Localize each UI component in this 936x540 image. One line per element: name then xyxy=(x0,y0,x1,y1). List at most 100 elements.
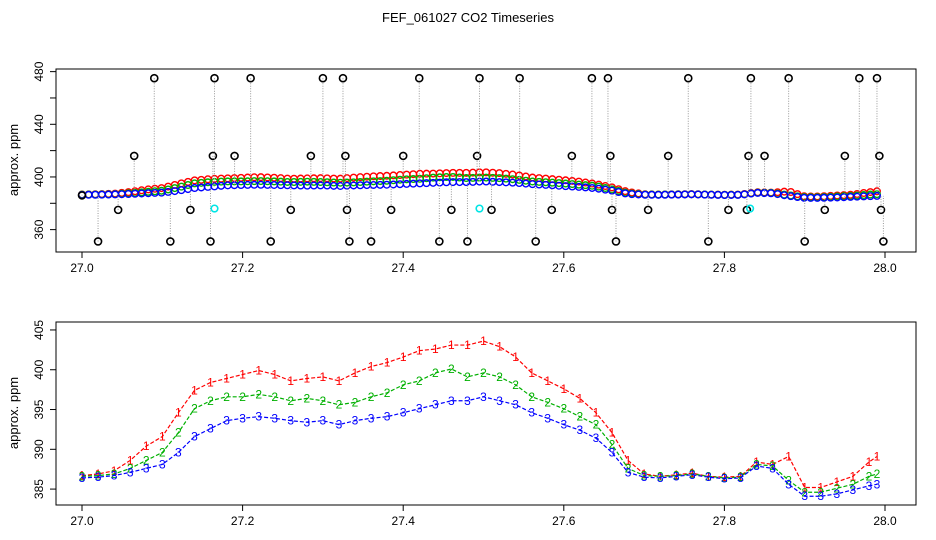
series-1-point: 1 xyxy=(528,366,535,380)
spike-point xyxy=(607,205,617,215)
spike-point xyxy=(286,205,296,215)
series-2-point: 2 xyxy=(207,394,214,408)
spike-point xyxy=(515,73,524,83)
series-1-point: 1 xyxy=(320,370,327,384)
series-2-point: 2 xyxy=(255,387,262,401)
series-1-point: 1 xyxy=(416,344,423,358)
series-3-point: 3 xyxy=(512,398,519,412)
figure-title: FEF_061027 CO2 Timeseries xyxy=(382,10,554,25)
series-3-point: 3 xyxy=(175,445,182,459)
series-2-point: 2 xyxy=(850,477,857,491)
spike-point xyxy=(129,151,139,161)
series-2-point: 2 xyxy=(512,378,519,392)
spike-point xyxy=(186,205,195,215)
spike-point xyxy=(246,73,255,83)
series-1-point: 1 xyxy=(769,457,776,471)
spike-point xyxy=(487,205,496,215)
bottom-chart: approx. ppm 27.0 27.2 27.4 27.6 27.8 28.0 385… xyxy=(6,320,917,528)
spike-point xyxy=(840,151,850,161)
series-1-point: 1 xyxy=(753,455,760,469)
series-1-point: 1 xyxy=(255,364,262,378)
top-y-tick-label: 440 xyxy=(32,114,46,134)
series-1-point: 1 xyxy=(673,468,680,482)
spike-point xyxy=(875,151,884,161)
top-x-tick-label: 27.2 xyxy=(231,261,255,275)
series-3-point: 3 xyxy=(737,471,744,485)
series-3-point: 3 xyxy=(496,394,503,408)
series-1-point: 1 xyxy=(400,350,407,364)
spike-point xyxy=(879,237,888,246)
series-1-point: 1 xyxy=(496,340,503,354)
series-2-point: 2 xyxy=(336,398,343,412)
series-2-point: 2 xyxy=(721,471,728,485)
spike-point xyxy=(447,205,456,215)
top-plot-frame xyxy=(55,68,917,253)
series-3-point: 3 xyxy=(432,398,439,412)
series-1-point: 1 xyxy=(303,371,310,385)
series-2-point: 2 xyxy=(127,461,134,475)
series-1-point: 1 xyxy=(512,350,519,364)
series-1-point: 1 xyxy=(689,466,696,480)
series-3-point: 3 xyxy=(239,411,246,425)
series-2-point: 2 xyxy=(464,370,471,384)
spike-point xyxy=(587,73,597,83)
series-2-point: 2 xyxy=(817,485,824,499)
series-3-point: 3 xyxy=(207,422,214,436)
spike-point xyxy=(341,151,350,161)
series-3-point: 3 xyxy=(753,459,760,473)
spike-point xyxy=(820,205,830,215)
series-1-point: 1 xyxy=(223,371,230,385)
series-2-point: 2 xyxy=(352,395,359,409)
series-2-point: 2 xyxy=(175,426,182,440)
top-x-tick-label: 28.0 xyxy=(873,261,897,275)
spike-point xyxy=(567,151,577,161)
bottom-x-tick-label: 27.4 xyxy=(392,514,416,528)
series-1-point: 1 xyxy=(464,338,471,352)
spike-point xyxy=(206,237,215,246)
spike-point xyxy=(872,73,882,83)
spike-point xyxy=(475,73,484,83)
series-3-point: 3 xyxy=(79,471,86,485)
series-3-point: 3 xyxy=(721,472,728,486)
series-2-point: 2 xyxy=(480,366,487,380)
spike-point xyxy=(463,237,472,246)
series-3-point: 3 xyxy=(368,411,375,425)
top-y-tick-label: 400 xyxy=(32,167,46,187)
bottom-y-axis: 385 390 395 400 405 xyxy=(32,320,56,499)
series-1-point: 1 xyxy=(609,426,616,440)
spike-point xyxy=(472,151,482,161)
series-1-point: 1 xyxy=(657,469,664,483)
spike-point xyxy=(704,237,713,246)
series-2-line xyxy=(81,368,878,493)
series-2-point: 2 xyxy=(577,410,584,424)
series-3-point: 3 xyxy=(336,418,343,432)
series-2-point: 2 xyxy=(496,370,503,384)
series-2-point: 2 xyxy=(544,395,551,409)
series-2-point: 2 xyxy=(320,394,327,408)
series-1-point: 1 xyxy=(850,469,857,483)
spike-point xyxy=(683,73,693,83)
series-1-point: 1 xyxy=(641,467,648,481)
cyan-point xyxy=(745,204,755,213)
series-3-point: 3 xyxy=(625,465,632,479)
series-3-point: 3 xyxy=(769,461,776,475)
spike-point xyxy=(398,151,408,161)
series-3-point: 3 xyxy=(448,394,455,408)
series-3-point: 3 xyxy=(464,394,471,408)
top-x-tick-label: 27.6 xyxy=(552,261,576,275)
series-2-point: 2 xyxy=(111,467,118,481)
series-3-point: 3 xyxy=(577,423,584,437)
series-2-point: 2 xyxy=(769,459,776,473)
series-3-point: 3 xyxy=(817,489,824,503)
series-1-point: 1 xyxy=(143,439,150,453)
series-1-point: 1 xyxy=(801,480,808,494)
series-1-point: 1 xyxy=(480,334,487,348)
top-data-marks xyxy=(77,73,888,246)
series-3-point: 3 xyxy=(400,406,407,420)
series-2-point: 2 xyxy=(705,469,712,483)
series-3-point: 3 xyxy=(874,477,881,491)
bottom-y-tick-label: 405 xyxy=(32,320,46,340)
spike-point xyxy=(414,73,424,83)
series-2-point: 2 xyxy=(79,469,86,483)
